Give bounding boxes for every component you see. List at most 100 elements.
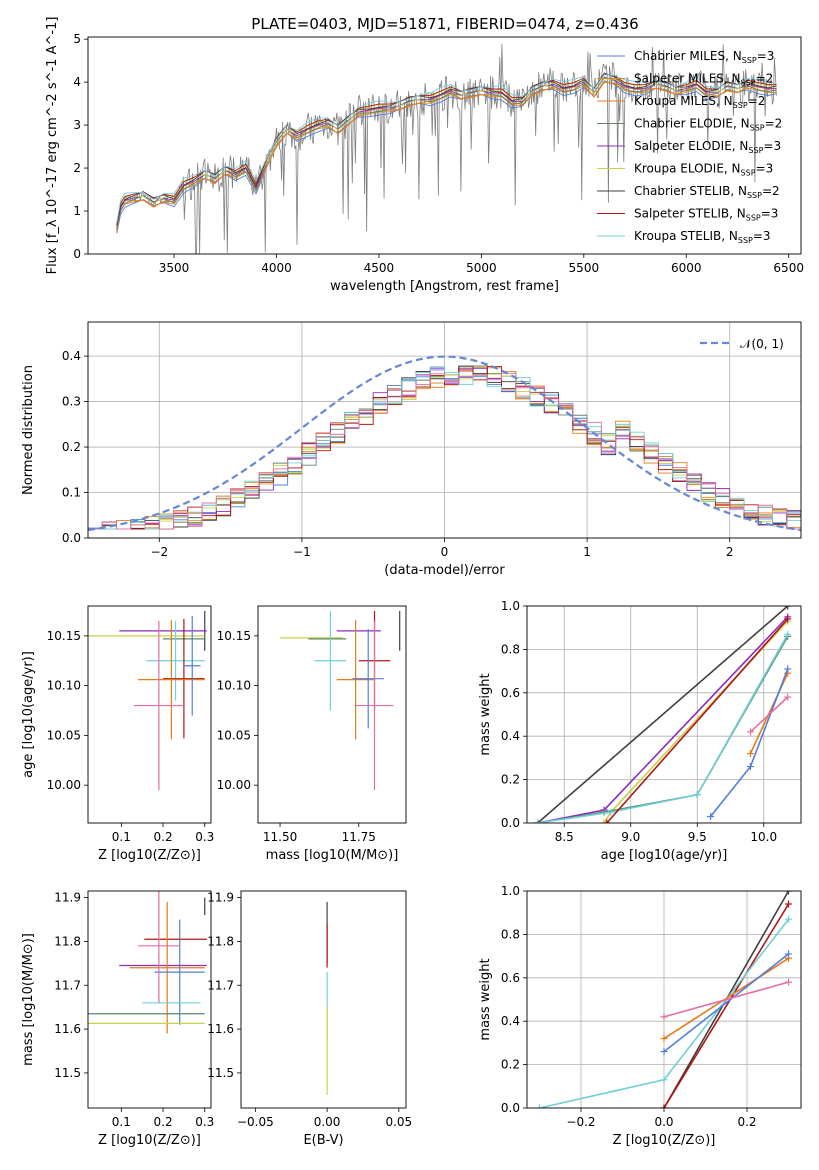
y-tick-label: 0.3 bbox=[62, 395, 81, 409]
legend-label: Chabrier ELODIE, NSSP=2 bbox=[634, 117, 782, 133]
data-spectrum-line bbox=[117, 44, 777, 254]
x-axis-label: (data-model)/error bbox=[384, 563, 505, 578]
x-tick-label: 4000 bbox=[261, 261, 292, 275]
series-line bbox=[749, 696, 789, 733]
panel-cumulative-age: 8.5 9.0 9.5 10.0 0.0 0.2 0.4 0.6 0.8 1.0 age [log1… bbox=[478, 599, 802, 863]
y-tick-label: 10.00 bbox=[47, 778, 81, 792]
y-tick-label: 0.8 bbox=[501, 642, 520, 656]
y-tick-label: 11.6 bbox=[207, 1022, 234, 1036]
model-line bbox=[116, 74, 777, 224]
x-tick-label: 11.50 bbox=[263, 830, 297, 844]
panel-spectrum: 3500 4000 4500 5000 5500 6000 6500 0 1 2 3 4 5 wavele… bbox=[45, 17, 804, 294]
legend-label: Kroupa ELODIE, NSSP=3 bbox=[634, 162, 773, 178]
y-tick-label: 0.2 bbox=[501, 773, 520, 787]
legend-label: Salpeter MILES, NSSP=2 bbox=[634, 72, 773, 88]
x-tick-label: 0 bbox=[441, 545, 449, 559]
x-tick-label: −2 bbox=[150, 545, 168, 559]
legend-value: =3 bbox=[761, 207, 779, 221]
axes-frame bbox=[526, 605, 802, 824]
legend-label: Salpeter ELODIE, NSSP=3 bbox=[634, 139, 781, 155]
point-marker bbox=[746, 728, 754, 736]
y-tick-label: 1 bbox=[73, 204, 81, 218]
point-marker bbox=[660, 1048, 668, 1056]
x-tick-label: −0.2 bbox=[566, 1115, 595, 1129]
plot-area bbox=[88, 891, 211, 1108]
y-tick-label: 1.0 bbox=[501, 599, 520, 613]
legend-subscript: SSP bbox=[742, 56, 757, 65]
point-marker bbox=[784, 665, 792, 673]
series-line bbox=[663, 981, 789, 1018]
y-axis-label: mass weight bbox=[478, 673, 493, 755]
y-tick-label: 0.6 bbox=[501, 971, 520, 985]
y-tick-label: 10.05 bbox=[217, 728, 251, 742]
point-marker bbox=[785, 900, 793, 908]
plot-content bbox=[116, 44, 777, 254]
legend-subscript: SSP bbox=[738, 236, 753, 245]
y-tick-label: 0.0 bbox=[501, 816, 520, 830]
x-tick-label: 9.0 bbox=[621, 830, 640, 844]
y-tick-label: 0.4 bbox=[62, 349, 81, 363]
y-tick-label: 0.2 bbox=[501, 1058, 520, 1072]
legend-subscript: SSP bbox=[748, 146, 763, 155]
y-tick-label: 0 bbox=[73, 247, 81, 261]
point-marker bbox=[785, 950, 793, 958]
panel-age-vs-mass: 11.50 11.75 10.00 10.05 10.10 10.15 mass [log1… bbox=[217, 605, 407, 863]
x-tick-label: 0.1 bbox=[112, 1115, 131, 1129]
x-tick-label: 3500 bbox=[159, 261, 190, 275]
point-marker bbox=[746, 750, 754, 758]
x-tick-label: 6000 bbox=[671, 261, 702, 275]
x-tick-label: 0.00 bbox=[314, 1115, 341, 1129]
point-marker bbox=[660, 1104, 668, 1108]
plot-content bbox=[527, 606, 801, 823]
legend-subscript: SSP bbox=[746, 214, 761, 223]
legend-value: =2 bbox=[762, 184, 780, 198]
y-tick-label: 11.8 bbox=[54, 934, 81, 948]
y-tick-label: 11.5 bbox=[54, 1066, 81, 1080]
legend-label: Chabrier MILES, NSSP=3 bbox=[634, 49, 774, 65]
x-tick-label: 4500 bbox=[364, 261, 395, 275]
point-marker bbox=[784, 606, 792, 610]
y-tick-label: 10.15 bbox=[47, 629, 81, 643]
axes-frame bbox=[87, 890, 212, 1109]
x-tick-label: 0.2 bbox=[737, 1115, 756, 1129]
y-tick-label: 11.8 bbox=[207, 934, 234, 948]
x-axis-label: Z [log10(Z/Z⊙)] bbox=[98, 1133, 201, 1148]
panel-age-vs-Z: 0.1 0.2 0.3 10.00 10.05 10.10 10.15 Z [log10(Z/… bbox=[21, 605, 214, 863]
figure-title: PLATE=0403, MJD=51871, FIBERID=0474, z=0… bbox=[251, 15, 638, 33]
y-tick-label: 0.4 bbox=[501, 1014, 520, 1028]
series-line bbox=[663, 903, 790, 1108]
series-line bbox=[663, 953, 790, 1053]
y-tick-label: 0.4 bbox=[501, 729, 520, 743]
point-marker bbox=[785, 891, 793, 895]
point-marker bbox=[660, 1035, 668, 1043]
x-tick-label: 0.2 bbox=[154, 1115, 173, 1129]
legend-subscript: SSP bbox=[741, 79, 756, 88]
y-tick-label: 0.0 bbox=[62, 531, 81, 545]
y-axis-label: Flux [f_λ 10^-17 erg cm^-2 s^-1 A^-1] bbox=[45, 17, 60, 275]
x-tick-label: 8.5 bbox=[555, 830, 574, 844]
x-tick-label: 1 bbox=[583, 545, 591, 559]
y-tick-label: 5 bbox=[73, 32, 81, 46]
axes-frame bbox=[87, 321, 802, 539]
point-marker bbox=[534, 819, 542, 823]
legend-label: Kroupa MILES, NSSP=2 bbox=[634, 94, 765, 110]
y-tick-label: 11.7 bbox=[207, 978, 234, 992]
y-tick-label: 10.10 bbox=[47, 679, 81, 693]
x-axis-label: Z [log10(Z/Z⊙)] bbox=[613, 1133, 716, 1148]
model-line bbox=[116, 72, 777, 226]
x-tick-label: 10.0 bbox=[750, 830, 777, 844]
y-tick-label: 0.0 bbox=[501, 1101, 520, 1115]
point-marker bbox=[746, 763, 754, 771]
y-tick-label: 0.6 bbox=[501, 686, 520, 700]
point-marker bbox=[600, 819, 608, 823]
legend-value: =2 bbox=[748, 94, 766, 108]
legend-subscript: SSP bbox=[733, 101, 748, 110]
x-tick-label: −0.05 bbox=[237, 1115, 274, 1129]
y-tick-label: 10.00 bbox=[217, 778, 251, 792]
point-marker bbox=[784, 615, 792, 623]
plot-area bbox=[88, 37, 801, 254]
x-tick-label: 11.75 bbox=[342, 830, 376, 844]
x-tick-label: 0.05 bbox=[385, 1115, 412, 1129]
histogram-steps bbox=[88, 372, 801, 530]
y-tick-label: 11.6 bbox=[54, 1022, 81, 1036]
